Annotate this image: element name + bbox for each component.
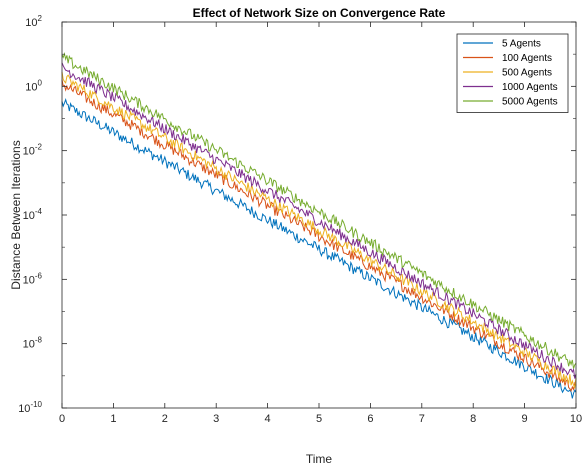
series-line-2 — [61, 79, 577, 393]
x-tick-label: 5 — [316, 413, 322, 425]
legend-box — [456, 33, 569, 113]
y-tick-label: 10-2 — [23, 143, 43, 158]
x-tick-label: 3 — [213, 413, 219, 425]
x-tick-label: 7 — [419, 413, 425, 425]
x-tick-label: 4 — [265, 413, 271, 425]
y-tick-label: 10-8 — [23, 336, 43, 351]
series-line-1 — [61, 98, 577, 399]
x-tick-label: 10 — [570, 413, 582, 425]
x-tick-label: 8 — [470, 413, 476, 425]
chart-title: Effect of Network Size on Convergence Ra… — [193, 6, 446, 20]
legend-entry-label: 100 Agents — [502, 53, 552, 64]
y-tick-label: 102 — [25, 14, 42, 29]
legend-entry-label: 1000 Agents — [502, 82, 558, 93]
x-tick-label: 1 — [110, 413, 116, 425]
series-line-3 — [61, 71, 577, 390]
legend-entry-label: 500 Agents — [502, 68, 552, 79]
x-tick-label: 9 — [522, 413, 528, 425]
y-axis-label: Distance Between Iterations — [9, 140, 23, 289]
y-tick-label: 100 — [25, 78, 42, 93]
y-tick-label: 10-10 — [18, 400, 42, 415]
legend-entry-label: 5000 Agents — [502, 97, 558, 108]
x-tick-label: 2 — [162, 413, 168, 425]
legend-entry-label: 5 Agents — [502, 39, 541, 50]
x-axis-label: Time — [306, 452, 333, 466]
y-tick-label: 10-6 — [23, 271, 43, 286]
series-line-4 — [61, 62, 577, 379]
axes: 0 1 2 3 4 5 6 7 8 9 10 102 100 10-2 10-4 10-6 10-8 10-10 — [18, 14, 582, 425]
series-line-5 — [61, 51, 577, 369]
legend: 5 Agents 100 Agents 500 Agents 1000 Agents 5… — [456, 33, 569, 113]
plot-area — [61, 51, 577, 399]
x-tick-label: 0 — [59, 413, 65, 425]
y-tick-label: 10-4 — [23, 207, 43, 222]
x-tick-label: 6 — [367, 413, 373, 425]
